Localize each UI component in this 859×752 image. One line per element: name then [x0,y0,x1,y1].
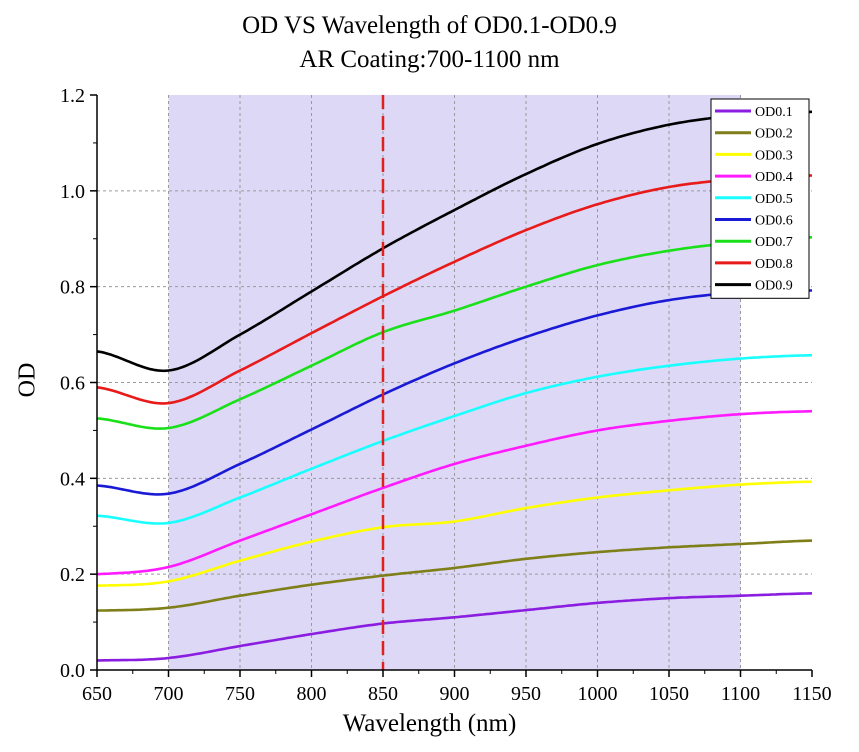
series-line-od0-7 [96,236,813,430]
x-axis-label: Wavelength (nm) [342,710,517,737]
y-tick-label: 1.0 [60,181,85,203]
legend-label: OD0.7 [755,235,793,250]
y-tick-label: 0.6 [60,373,85,395]
x-tick-label: 900 [440,683,470,705]
legend-label: OD0.1 [755,105,793,120]
series-line-od0-4 [96,409,813,576]
y-tick-label: 1.2 [60,85,85,107]
legend-label: OD0.6 [755,214,793,229]
x-tick-label: 700 [154,683,184,705]
x-tick-label: 800 [297,683,327,705]
legend-label: OD0.3 [755,148,793,163]
x-tick-label: 1050 [649,683,689,705]
series-line-od0-9 [96,110,813,373]
y-tick-label: 0.4 [60,468,85,490]
y-tick-label: 0.8 [60,277,85,299]
chart-title: OD VS Wavelength of OD0.1-OD0.9 [242,12,617,39]
legend-label: OD0.5 [755,192,793,207]
chart-subtitle: AR Coating:700-1100 nm [299,46,560,73]
legend-label: OD0.4 [755,170,793,185]
x-tick-label: 1150 [792,683,831,705]
x-tick-label: 850 [368,683,398,705]
legend-label: OD0.8 [755,257,793,272]
x-tick-label: 1100 [721,683,760,705]
series-line-od0-6 [96,289,812,496]
legend-label: OD0.9 [755,279,793,294]
x-tick-label: 750 [225,683,255,705]
series-line-od0-2 [96,539,813,612]
legend-label: OD0.2 [755,127,793,142]
x-tick-label: 650 [82,683,112,705]
x-tick-label: 950 [511,683,541,705]
series-line-od0-8 [96,174,813,405]
series-line-od0-1 [97,592,813,662]
x-tick-label: 1000 [578,683,618,705]
y-tick-label: 0.2 [60,564,85,586]
series-line-od0-5 [96,353,813,525]
y-tick-label: 0.0 [60,660,85,682]
series-line-od0-3 [96,480,813,587]
